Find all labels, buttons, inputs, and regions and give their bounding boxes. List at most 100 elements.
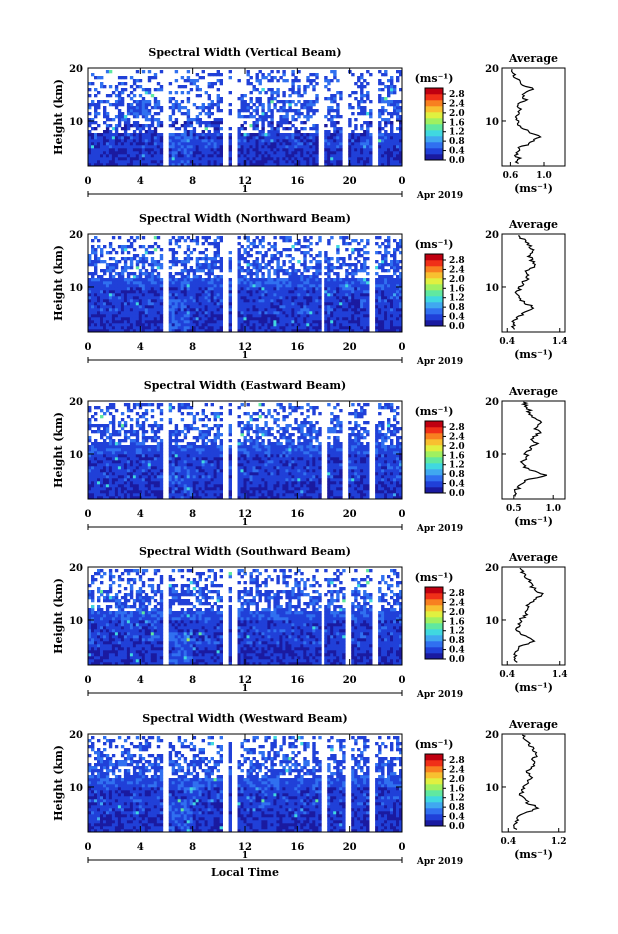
heatmap-cell xyxy=(94,326,97,329)
heatmap-cell xyxy=(136,278,139,281)
heatmap-cell xyxy=(220,79,223,82)
heatmap-cell xyxy=(378,281,381,284)
heatmap-cell xyxy=(306,106,309,109)
heatmap-cell xyxy=(118,245,121,248)
heatmap-cell xyxy=(196,290,199,293)
heatmap-cell xyxy=(282,145,285,148)
heatmap-cell xyxy=(294,151,297,154)
heatmap-cell xyxy=(154,139,157,142)
heatmap-cell xyxy=(136,487,139,490)
heatmap-cell xyxy=(139,133,142,136)
heatmap-cell xyxy=(297,115,300,118)
heatmap-cell xyxy=(363,311,366,314)
heatmap-cell xyxy=(360,76,363,79)
heatmap-cell xyxy=(160,151,163,154)
heatmap-cell xyxy=(238,281,241,284)
heatmap-cell xyxy=(360,112,363,115)
heatmap-cell xyxy=(253,136,256,139)
heatmap-cell xyxy=(285,127,288,130)
heatmap-cell xyxy=(279,118,282,121)
heatmap-cell xyxy=(381,275,384,278)
heatmap-cell xyxy=(217,142,220,145)
heatmap-cell xyxy=(259,263,262,266)
heatmap-cell xyxy=(205,287,208,290)
heatmap-cell xyxy=(297,275,300,278)
heatmap-cell xyxy=(94,139,97,142)
heatmap-cell xyxy=(148,302,151,305)
heatmap-cell xyxy=(396,133,399,136)
heatmap-cell xyxy=(250,124,253,127)
heatmap-cell xyxy=(396,293,399,296)
heatmap-cell xyxy=(220,326,223,329)
heatmap-cell xyxy=(238,290,241,293)
heatmap-cell xyxy=(264,302,267,305)
heatmap-cell xyxy=(396,287,399,290)
heatmap-cell xyxy=(103,151,106,154)
heatmap-cell xyxy=(115,478,118,481)
heatmap-cell xyxy=(100,290,103,293)
heatmap-cell xyxy=(324,136,327,139)
heatmap-cell xyxy=(336,151,339,154)
heatmap-cell xyxy=(378,311,381,314)
heatmap-cell xyxy=(336,311,339,314)
heatmap-cell xyxy=(390,136,393,139)
heatmap-cell xyxy=(124,284,127,287)
heatmap-cell xyxy=(253,239,256,242)
heatmap-cell xyxy=(360,151,363,154)
heatmap-cell xyxy=(303,275,306,278)
heatmap-cell xyxy=(312,148,315,151)
heatmap-cell xyxy=(345,290,348,293)
heatmap-cell xyxy=(124,130,127,133)
heatmap-cell xyxy=(202,236,205,239)
heatmap-cell xyxy=(133,472,136,475)
heatmap-cell xyxy=(118,275,121,278)
heatmap-cell xyxy=(109,305,112,308)
heatmap-cell xyxy=(112,421,115,424)
heatmap-cell xyxy=(291,148,294,151)
heatmap-cell xyxy=(396,308,399,311)
heatmap-cell xyxy=(229,281,232,284)
heatmap-cell xyxy=(160,317,163,320)
heatmap-cell xyxy=(148,314,151,317)
heatmap-cell xyxy=(303,85,306,88)
heatmap-cell xyxy=(330,97,333,100)
heatmap-cell xyxy=(342,320,345,323)
heatmap-cell xyxy=(282,320,285,323)
colorbar-segment xyxy=(425,94,443,100)
heatmap-cell xyxy=(208,269,211,272)
heatmap-cell xyxy=(148,305,151,308)
heatmap-cell xyxy=(151,305,154,308)
heatmap-cell xyxy=(151,430,154,433)
heatmap-cell xyxy=(148,463,151,466)
heatmap-cell xyxy=(118,103,121,106)
heatmap-cell xyxy=(172,142,175,145)
heatmap-cell xyxy=(211,154,214,157)
heatmap-cell xyxy=(94,136,97,139)
heatmap-cell xyxy=(151,260,154,263)
heatmap-cell xyxy=(393,109,396,112)
heatmap-cell xyxy=(276,79,279,82)
heatmap-cell xyxy=(97,448,100,451)
heatmap-cell xyxy=(124,472,127,475)
heatmap-cell xyxy=(109,103,112,106)
heatmap-cell xyxy=(94,418,97,421)
heatmap-cell xyxy=(282,106,285,109)
heatmap-cell xyxy=(175,70,178,73)
heatmap-cell xyxy=(91,121,94,124)
heatmap-cell xyxy=(288,142,291,145)
heatmap-cell xyxy=(100,145,103,148)
heatmap-cell xyxy=(217,157,220,160)
heatmap-cell xyxy=(208,121,211,124)
heatmap-cell xyxy=(300,302,303,305)
heatmap-cell xyxy=(184,133,187,136)
heatmap-cell xyxy=(324,323,327,326)
heatmap-cell xyxy=(184,79,187,82)
heatmap-cell xyxy=(396,299,399,302)
heatmap-cell xyxy=(139,490,142,493)
heatmap-cell xyxy=(214,263,217,266)
heatmap-cell xyxy=(145,460,148,463)
heatmap-cell xyxy=(121,127,124,130)
heatmap-cell xyxy=(336,139,339,142)
heatmap-cell xyxy=(130,257,133,260)
heatmap-cell xyxy=(381,112,384,115)
